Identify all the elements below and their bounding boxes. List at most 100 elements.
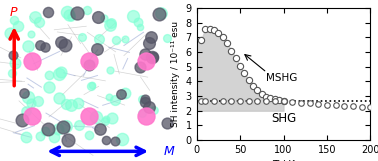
Point [15,25,21,27]
Point [74,11,81,14]
Point [88,61,94,64]
Point [112,140,118,142]
Point [135,21,141,23]
Point [21,91,27,94]
Point [37,134,43,137]
Point [84,9,90,11]
Point [37,44,43,46]
Point [25,95,31,98]
Point [95,15,101,18]
Point [56,97,62,99]
Point [143,60,149,62]
Point [108,22,114,24]
Point [28,101,34,104]
Point [107,24,113,27]
Point [42,130,48,133]
Point [36,21,42,24]
Point [12,62,19,64]
Point [11,19,17,21]
Point [51,135,57,138]
Point [10,54,16,57]
Point [102,120,108,122]
Point [137,25,143,28]
Point [164,37,170,40]
Point [28,33,34,36]
Point [105,96,112,99]
Point [130,15,136,17]
Point [46,85,52,88]
Point [146,106,152,109]
Point [86,115,92,117]
Point [45,128,51,131]
Point [101,17,107,20]
Point [136,66,143,69]
Point [96,37,102,40]
Point [23,110,29,113]
Point [122,91,129,94]
Point [57,71,64,74]
Point [139,98,146,100]
Point [90,83,96,86]
Point [142,52,148,55]
Point [65,138,71,141]
Point [54,127,60,130]
Point [149,56,155,59]
Point [79,35,85,38]
Point [42,45,48,48]
Point [32,16,38,19]
Point [23,136,29,139]
Point [19,119,25,121]
Point [35,100,41,102]
Point [142,98,148,101]
Text: SHG: SHG [271,112,296,125]
Point [109,117,115,120]
Point [112,99,118,101]
Point [139,112,145,115]
Point [86,60,92,62]
Point [118,92,124,95]
Point [143,115,149,117]
Point [29,115,35,117]
Point [151,108,157,111]
Point [103,118,109,120]
Point [46,74,52,76]
Point [7,31,13,34]
Point [156,13,162,15]
Point [76,124,82,127]
Point [107,69,113,71]
Point [142,101,148,104]
Point [56,72,62,75]
Text: $P$: $P$ [9,6,19,19]
Point [88,85,94,87]
Point [68,104,74,107]
Point [29,60,35,62]
Point [63,103,69,105]
Point [103,139,109,142]
Point [64,10,70,13]
Point [93,116,99,118]
Point [150,56,156,58]
Point [122,37,129,40]
Point [86,63,92,66]
Point [97,127,103,130]
Point [25,45,31,48]
Point [146,41,152,44]
Point [60,125,67,128]
Point [62,43,68,46]
Point [119,138,125,140]
Y-axis label: SH intensity / 10⁻¹¹ esu: SH intensity / 10⁻¹¹ esu [171,21,180,127]
Point [58,41,64,43]
Point [113,39,119,41]
Point [68,15,74,18]
Point [86,133,92,136]
Point [66,13,72,16]
Point [148,36,154,39]
Point [45,10,51,13]
Point [164,122,170,124]
Point [94,48,100,51]
Point [158,11,164,14]
Text: MSHG: MSHG [266,73,297,83]
Point [75,101,81,104]
Point [63,125,69,128]
Point [9,72,15,75]
